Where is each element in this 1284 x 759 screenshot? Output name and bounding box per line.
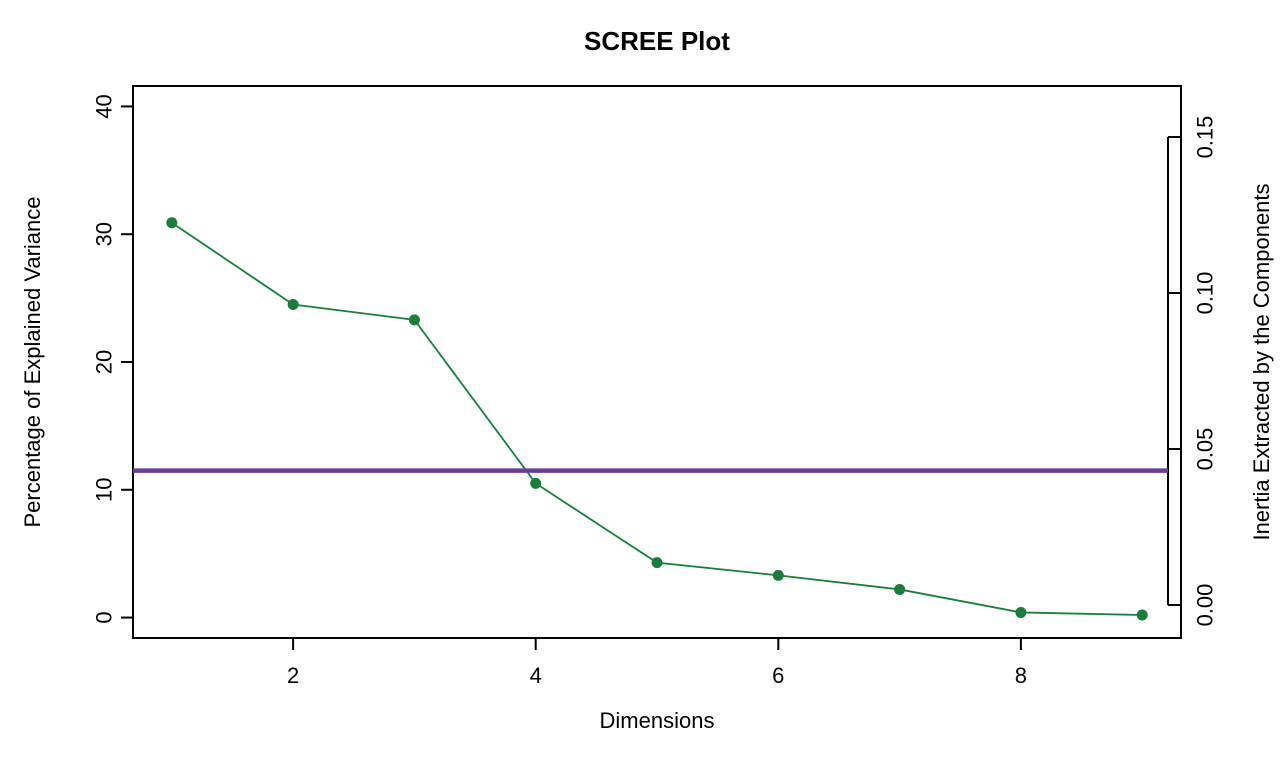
- right-axis-tick-label: 0.05: [1193, 428, 1218, 471]
- data-point: [1136, 609, 1148, 621]
- y-axis-tick-label: 0: [92, 611, 117, 623]
- x-axis-tick-label: 2: [287, 663, 299, 688]
- y-axis-tick-label: 10: [92, 478, 117, 502]
- data-point: [651, 557, 663, 569]
- data-point: [287, 299, 299, 310]
- data-point: [772, 569, 784, 581]
- variance-line: [171, 221, 1143, 616]
- right-axis-tick-label: 0.10: [1193, 272, 1218, 315]
- plot-box: [132, 85, 1182, 639]
- x-axis-title: Dimensions: [599, 708, 715, 733]
- y-axis-tick-label: 30: [92, 222, 117, 246]
- y-axis-tick-label: 40: [92, 94, 117, 118]
- chart-title: SCREE Plot: [584, 26, 730, 56]
- x-axis-tick-label: 8: [1015, 663, 1027, 688]
- right-axis-tick-label: 0.15: [1193, 116, 1218, 159]
- data-point: [1015, 606, 1027, 618]
- data-point: [166, 217, 178, 229]
- data-point: [408, 314, 420, 326]
- right-axis-tick-label: 0.00: [1193, 584, 1218, 627]
- x-axis-tick-label: 4: [530, 663, 542, 688]
- y-axis-tick-label: 20: [92, 350, 117, 374]
- data-point: [894, 583, 906, 595]
- data-point: [530, 477, 542, 489]
- x-axis-tick-label: 6: [772, 663, 784, 688]
